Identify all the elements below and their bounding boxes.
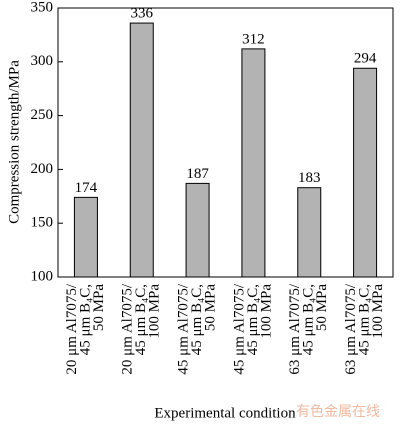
bar (353, 67, 378, 278)
x-tick-label: 45 μm Al7075/45 μm B₄C,50 MPa (176, 283, 219, 374)
y-tick-label: 200 (31, 161, 54, 177)
bar (297, 187, 322, 278)
x-tick-label-line: 45 μm Al7075/ (231, 283, 247, 374)
bar (241, 48, 266, 278)
bar (185, 182, 210, 278)
bar (73, 196, 98, 278)
x-tick-label-line: 63 μm Al7075/ (343, 283, 359, 374)
y-tick-label: 350 (31, 0, 54, 15)
x-tick-label-line: 45 μm Al7075/ (176, 283, 192, 374)
x-tick-label-line: 45 μm B₄C, (77, 284, 93, 355)
x-tick-label-line: 20 μm Al7075/ (64, 283, 80, 374)
value-label: 312 (242, 31, 265, 47)
x-tick-label-line: 63 μm Al7075/ (287, 283, 303, 374)
x-tick-label: 45 μm Al7075/45 μm B₄C,100 MPa (231, 283, 274, 374)
x-tick-label-line: 20 μm Al7075/ (120, 283, 136, 374)
x-tick-label: 20 μm Al7075/45 μm B₄C,50 MPa (64, 283, 107, 374)
x-tick-label-line: 45 μm B₄C, (301, 284, 317, 355)
x-tick-label: 63 μm Al7075/45 μm B₄C,50 MPa (287, 283, 330, 374)
x-tick-label-line: 45 μm B₄C, (245, 284, 261, 355)
y-tick-label: 250 (31, 107, 54, 123)
x-tick-label-line: 45 μm B₄C, (133, 284, 149, 355)
x-axis-label: Experimental condition (154, 405, 296, 421)
x-tick-label-line: 45 μm B₄C, (357, 284, 373, 355)
x-tick-label-line: 50 MPa (314, 284, 330, 331)
y-tick-label: 300 (31, 53, 54, 69)
value-label: 174 (75, 180, 98, 196)
value-label: 294 (354, 51, 377, 67)
x-tick-label: 63 μm Al7075/45 μm B₄C,100 MPa (343, 283, 386, 374)
watermark: 有色金属在线 (296, 403, 380, 420)
x-tick-label-line: 50 MPa (91, 284, 107, 331)
bar (129, 22, 154, 278)
x-tick-label-line: 100 MPa (147, 284, 163, 339)
value-label: 336 (131, 6, 154, 22)
x-tick-label-line: 45 μm B₄C, (189, 284, 205, 355)
x-tick-label-line: 100 MPa (258, 284, 274, 339)
value-label: 183 (298, 170, 321, 186)
y-tick-label: 100 (31, 268, 54, 284)
y-axis-label: Compression strength/MPa (6, 60, 22, 224)
x-tick-label-line: 100 MPa (370, 284, 386, 339)
x-tick-label-line: 50 MPa (203, 284, 219, 331)
plot-frame (57, 7, 394, 278)
value-label: 187 (186, 166, 209, 182)
x-tick-label: 20 μm Al7075/45 μm B₄C,100 MPa (120, 283, 163, 374)
y-tick-label: 150 (31, 215, 54, 231)
